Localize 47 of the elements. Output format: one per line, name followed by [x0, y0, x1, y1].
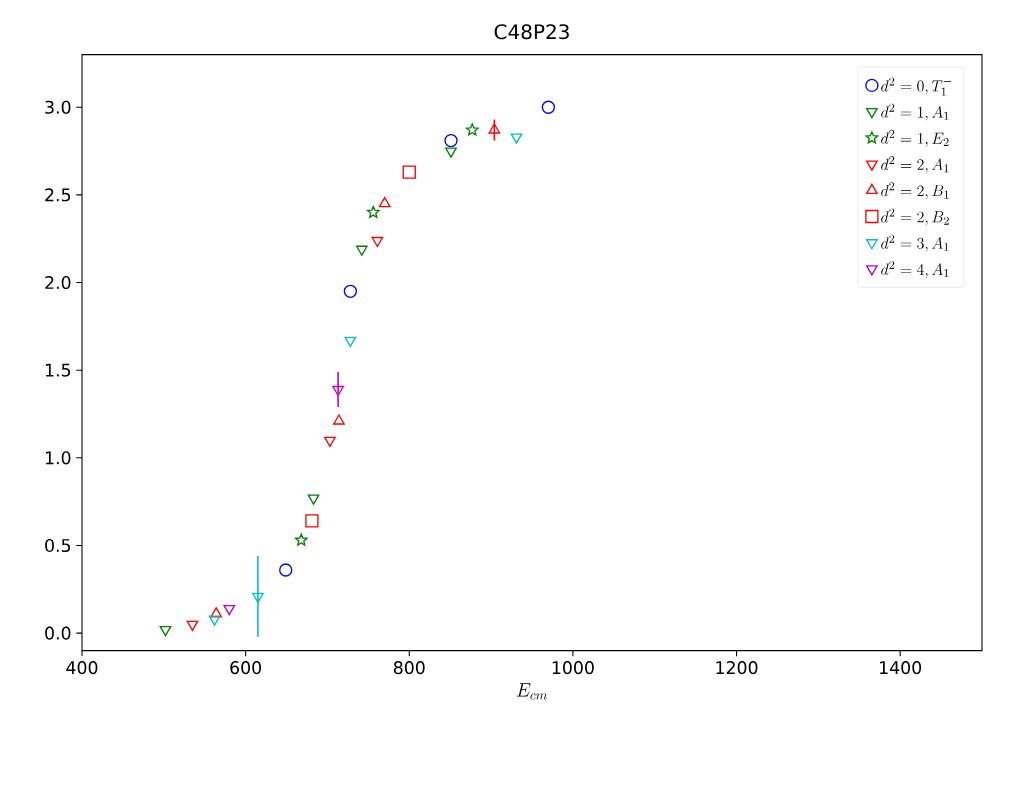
point [324, 436, 336, 447]
x-tick-label: 1000 [552, 661, 594, 675]
legend-label: $d^2=0,T_1^-$ [881, 77, 952, 96]
point [366, 205, 380, 218]
x-axis-title: $E_{cm}$ [516, 683, 547, 700]
point [445, 147, 457, 158]
point [378, 196, 391, 208]
x-tick-label: 400 [66, 661, 98, 675]
point [186, 620, 199, 632]
y-tick-label: 2.5 [45, 188, 71, 202]
y-tick-label: 1.0 [45, 451, 71, 465]
point [294, 533, 308, 546]
legend-label: $d^2=2,A_1$ [881, 156, 949, 173]
point [488, 123, 501, 134]
legend-label: $d^2=2,B_1$ [881, 182, 949, 200]
legend-label: $d^2=2,B_2$ [881, 208, 949, 226]
y-tick-label: 0.5 [45, 538, 71, 553]
y-tick-label: 3.0 [45, 100, 71, 114]
point [371, 236, 384, 248]
point [223, 604, 236, 616]
legend-label: $d^2=1,A_1$ [881, 103, 949, 121]
point [344, 336, 357, 348]
point [402, 165, 416, 179]
y-tick-label: 0.0 [45, 626, 71, 640]
y-tick-label: 1.5 [45, 363, 71, 377]
point [541, 100, 556, 114]
x-tick-label: 1200 [716, 661, 758, 675]
point [159, 625, 172, 637]
point [279, 563, 293, 577]
chart-title: C48P23 [494, 24, 569, 40]
legend-label: $d^2=3,A_1$ [881, 234, 949, 252]
y-tick-label: 2.0 [45, 275, 71, 290]
point [208, 615, 221, 626]
point [332, 385, 344, 397]
point [510, 133, 523, 144]
point [252, 592, 264, 603]
x-tick-label: 800 [393, 661, 425, 675]
point [355, 245, 368, 256]
x-tick-label: 600 [230, 661, 262, 675]
legend-label: $d^2=1,E_2$ [881, 129, 949, 147]
point [305, 514, 319, 528]
point [307, 494, 320, 505]
x-tick-label: 1400 [880, 661, 922, 675]
point [465, 123, 479, 136]
point [343, 284, 358, 298]
legend-label: $d^2=4,A_1$ [881, 260, 949, 278]
point [444, 133, 458, 148]
